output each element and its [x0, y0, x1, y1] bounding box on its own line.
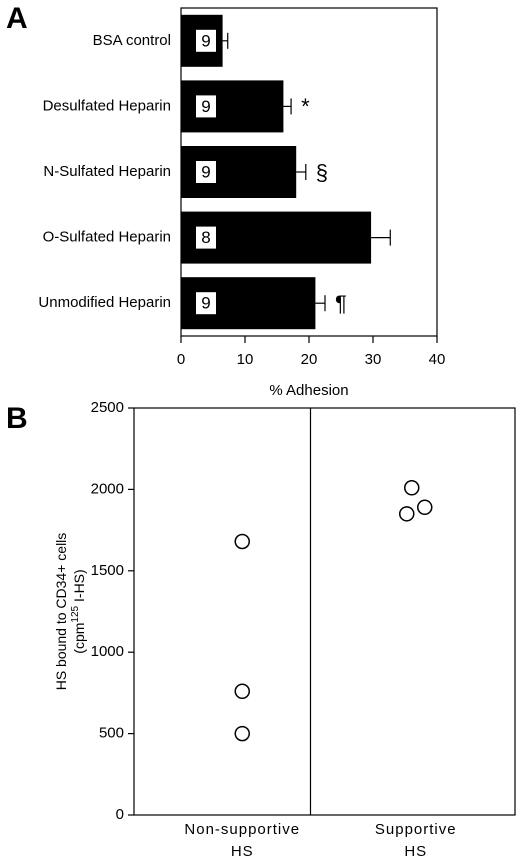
n-label: 9 — [201, 31, 210, 50]
x-tick-label: 40 — [429, 351, 446, 368]
data-point — [234, 683, 250, 700]
significance-marker: ¶ — [335, 291, 347, 316]
n-label: 9 — [201, 162, 210, 181]
data-point — [404, 480, 420, 496]
n-label: 9 — [201, 294, 210, 313]
n-box — [196, 29, 216, 52]
category-label: N-Sulfated Heparin — [43, 163, 171, 180]
x-tick-label: 10 — [237, 351, 254, 368]
category-label: O-Sulfated Heparin — [43, 229, 171, 246]
x-tick-label: 20 — [301, 351, 318, 368]
category-label: Unmodified Heparin — [38, 294, 171, 311]
y-tick-label: 0 — [116, 806, 124, 823]
n-box — [196, 226, 216, 249]
data-point — [234, 533, 250, 550]
data-point — [417, 499, 433, 516]
y-tick-label: 1500 — [91, 562, 124, 579]
panel-label: A — [6, 2, 28, 35]
data-point — [234, 725, 250, 742]
significance-marker: * — [301, 94, 310, 119]
n-box — [196, 161, 216, 183]
category-label: Desulfated Heparin — [43, 97, 171, 114]
panel-label: B — [6, 402, 28, 435]
category-label: HS — [231, 843, 254, 860]
category-label: HS — [404, 843, 427, 860]
plot-frame — [133, 407, 516, 816]
y-axis-label: HS bound to CD34+ cells — [53, 533, 69, 691]
x-axis-label: % Adhesion — [269, 382, 348, 399]
y-label-line1: HS bound to CD34+ cells — [53, 533, 69, 691]
y-tick-label: 500 — [99, 725, 124, 742]
y-axis-label-2: (cpm125 I-HS) — [70, 569, 87, 653]
n-box — [196, 292, 216, 315]
y-tick-label: 2000 — [91, 480, 124, 497]
y-label-start: (cpm — [71, 623, 87, 654]
significance-marker: § — [316, 160, 328, 185]
category-label: Non-supportive — [184, 821, 300, 838]
n-label: 9 — [201, 97, 210, 116]
x-tick-label: 30 — [365, 351, 382, 368]
category-label: Supportive — [375, 821, 457, 838]
n-label: 8 — [201, 228, 210, 247]
y-label-end: I-HS) — [71, 569, 87, 606]
n-box — [196, 95, 216, 118]
x-tick-label: 0 — [177, 351, 185, 368]
y-tick-label: 2500 — [91, 399, 124, 416]
y-tick-label: 1000 — [91, 643, 124, 660]
y-label-sup: 125 — [70, 605, 81, 622]
category-label: BSA control — [93, 32, 171, 49]
data-point — [399, 506, 415, 522]
